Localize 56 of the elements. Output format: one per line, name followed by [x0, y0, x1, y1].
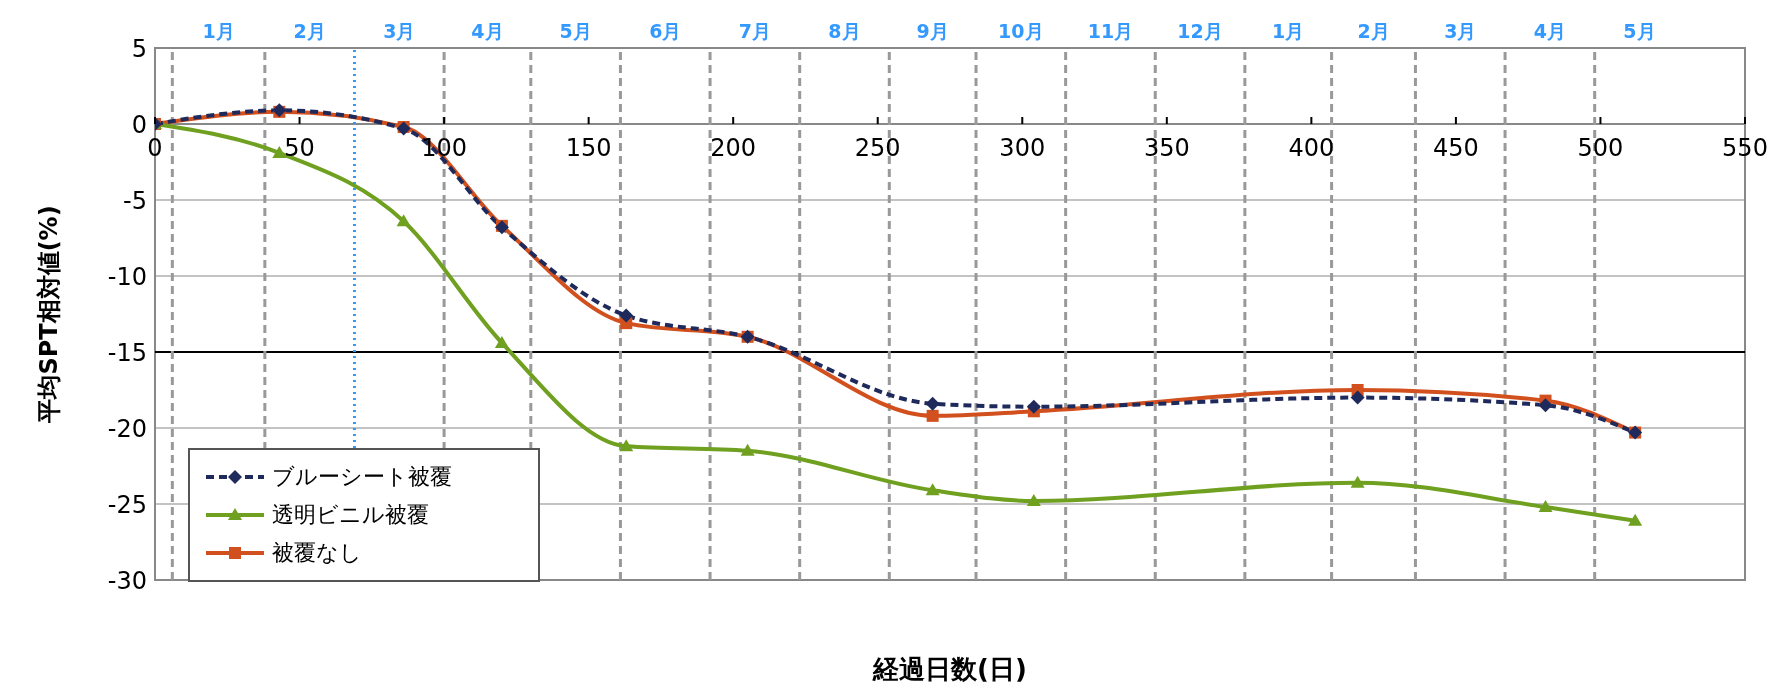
text: 4月	[1533, 20, 1566, 42]
point	[1538, 398, 1553, 413]
point	[619, 308, 634, 323]
x-tick-label: 250	[854, 134, 901, 162]
point	[396, 214, 411, 227]
text: 9月	[916, 20, 949, 42]
y-tick-label: -20	[107, 414, 147, 443]
text: 8月	[828, 20, 861, 42]
point	[1628, 513, 1643, 526]
text: 11月	[1087, 20, 1134, 42]
text: 1月	[202, 20, 235, 42]
point	[272, 145, 287, 158]
point	[1350, 475, 1365, 488]
x-axis-title: 経過日数(日)	[872, 654, 1027, 684]
legend-label: 被覆なし	[272, 539, 362, 567]
text: 12月	[1177, 20, 1223, 42]
point	[1026, 493, 1041, 506]
x-tick-label: 450	[1433, 134, 1479, 162]
point	[926, 409, 939, 422]
y-tick-label: -5	[123, 186, 147, 215]
y-axis-title: 平均SPT相対値(%)	[34, 205, 63, 424]
text: 2月	[1357, 20, 1390, 42]
point	[1350, 390, 1365, 405]
text: 5月	[559, 20, 592, 42]
y-tick-label: -15	[107, 338, 147, 367]
text: 10月	[998, 20, 1044, 42]
x-tick-label: 500	[1577, 134, 1624, 162]
y-tick-label: -30	[107, 566, 147, 595]
point	[1538, 500, 1553, 513]
x-tick-label: 200	[710, 134, 757, 162]
text: 3月	[383, 20, 416, 42]
y-tick-label: -10	[107, 262, 147, 291]
text: 1月	[1272, 20, 1305, 42]
x-tick-label: 150	[565, 134, 612, 162]
x-tick-label: 550	[1722, 134, 1768, 162]
text: 6月	[649, 20, 682, 42]
x-tick-label: 400	[1288, 134, 1335, 162]
point	[619, 439, 634, 452]
legend-label: 透明ビニル被覆	[272, 501, 429, 529]
legend-label: ブルーシート被覆	[272, 463, 452, 491]
point	[925, 483, 940, 496]
text: 4月	[471, 20, 504, 42]
point	[740, 443, 755, 456]
y-tick-label: 5	[131, 34, 147, 63]
point	[925, 396, 940, 411]
text: 3月	[1444, 20, 1477, 42]
point	[1026, 399, 1041, 414]
x-tick-label: 350	[1143, 134, 1190, 162]
y-tick-label: 0	[131, 110, 147, 139]
point	[494, 335, 509, 348]
x-tick-label: 300	[999, 134, 1046, 162]
text: 2月	[293, 20, 326, 42]
x-tick-label: 50	[284, 134, 315, 162]
text: 5月	[1623, 20, 1656, 42]
y-tick-label: -25	[107, 490, 147, 519]
text: 7月	[738, 20, 771, 42]
